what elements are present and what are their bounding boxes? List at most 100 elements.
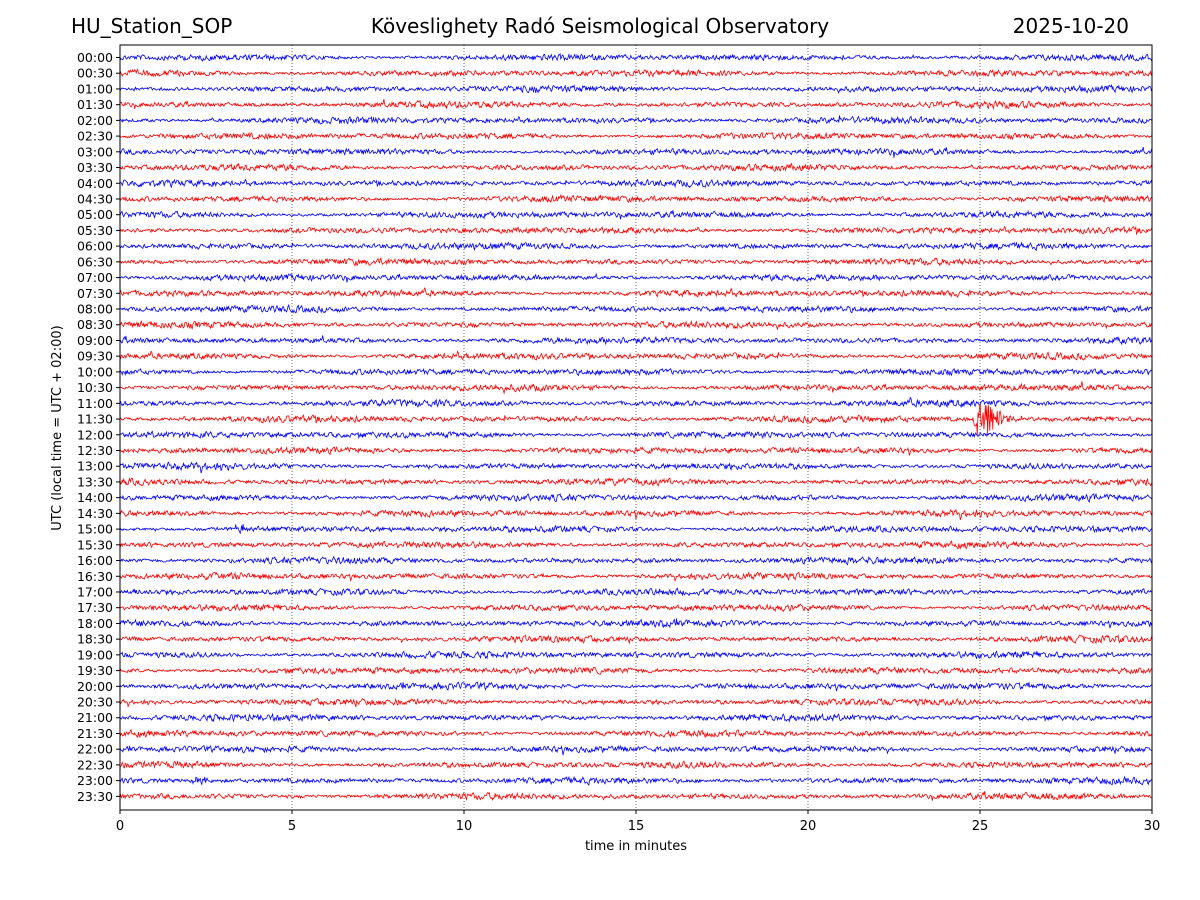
trace-0000 <box>119 52 1153 63</box>
trace-1930 <box>119 666 1153 675</box>
trace-0030 <box>119 68 1153 78</box>
trace-0900 <box>119 335 1153 346</box>
trace-2030 <box>119 697 1153 708</box>
y-tick-label: 12:30 <box>77 443 113 458</box>
y-tick-label: 11:00 <box>77 396 113 411</box>
x-tick-label: 5 <box>288 819 296 834</box>
y-tick-label: 06:00 <box>77 239 113 254</box>
trace-1330 <box>119 477 1153 487</box>
trace-2230 <box>119 759 1153 770</box>
plot-frame <box>119 44 1153 811</box>
y-tick-label: 07:30 <box>77 286 113 301</box>
trace-0700 <box>119 272 1153 283</box>
y-tick-label: 14:00 <box>77 490 113 505</box>
y-tick-label: 21:30 <box>77 726 113 741</box>
trace-1900 <box>120 650 1153 660</box>
x-axis-label: time in minutes <box>585 839 687 854</box>
y-tick-label: 10:30 <box>77 380 113 395</box>
station-title: HU_Station_SOP <box>71 14 233 38</box>
trace-2300 <box>119 775 1153 786</box>
traces <box>119 52 1153 801</box>
y-tick-label: 23:30 <box>77 789 113 804</box>
trace-0200 <box>119 115 1153 125</box>
y-tick-label: 07:00 <box>77 270 113 285</box>
date-title: 2025-10-20 <box>1012 14 1129 38</box>
y-tick-label: 00:30 <box>77 66 113 81</box>
y-tick-label: 17:00 <box>77 584 113 599</box>
x-tick-label: 0 <box>116 819 124 834</box>
y-tick-label: 05:00 <box>77 207 113 222</box>
y-tick-label: 05:30 <box>77 223 113 238</box>
y-tick-label: 22:00 <box>77 742 113 757</box>
trace-1430 <box>119 508 1153 521</box>
trace-1230 <box>120 445 1153 456</box>
trace-0530 <box>119 225 1153 236</box>
trace-2130 <box>119 729 1153 739</box>
grid-lines <box>291 45 981 810</box>
trace-0230 <box>119 131 1153 141</box>
trace-0100 <box>119 84 1153 95</box>
y-tick-label: 00:00 <box>77 50 113 65</box>
trace-0400 <box>119 178 1153 189</box>
y-tick-label: 10:00 <box>77 364 113 379</box>
y-tick-label: 20:30 <box>77 695 113 710</box>
trace-0630 <box>119 256 1153 267</box>
trace-1300 <box>119 461 1153 474</box>
trace-0130 <box>119 99 1153 110</box>
trace-1800 <box>119 618 1153 629</box>
y-tick-label: 23:00 <box>77 773 113 788</box>
y-tick-label: 22:30 <box>77 757 113 772</box>
x-tick-label: 15 <box>628 819 645 834</box>
y-axis-ticks: 00:0000:3001:0001:3002:0002:3003:0003:30… <box>77 50 120 804</box>
y-tick-label: 15:30 <box>77 537 113 552</box>
observatory-title: Köveslighety Radó Seismological Observat… <box>370 14 830 38</box>
trace-1000 <box>119 367 1153 377</box>
trace-1700 <box>119 587 1153 597</box>
trace-1500 <box>119 523 1153 535</box>
y-tick-label: 18:30 <box>77 632 113 647</box>
y-tick-label: 13:30 <box>77 474 113 489</box>
y-tick-label: 03:00 <box>77 144 113 159</box>
y-tick-label: 03:30 <box>77 160 113 175</box>
y-tick-label: 19:00 <box>77 647 113 662</box>
trace-1830 <box>119 634 1153 645</box>
y-tick-label: 02:00 <box>77 113 113 128</box>
trace-2330 <box>119 791 1153 801</box>
y-tick-label: 12:00 <box>77 427 113 442</box>
x-tick-label: 10 <box>456 819 473 834</box>
trace-2200 <box>119 744 1153 756</box>
y-tick-label: 14:30 <box>77 506 113 521</box>
y-tick-label: 20:00 <box>77 679 113 694</box>
y-tick-label: 09:00 <box>77 333 113 348</box>
trace-0600 <box>119 241 1153 252</box>
trace-1630 <box>119 571 1153 583</box>
y-tick-label: 16:30 <box>77 569 113 584</box>
y-tick-label: 11:30 <box>77 412 113 427</box>
trace-2100 <box>119 712 1153 723</box>
y-tick-label: 02:30 <box>77 129 113 144</box>
trace-1400 <box>119 492 1153 503</box>
y-axis-label: UTC (local time = UTC + 02:00) <box>50 325 65 530</box>
y-tick-label: 13:00 <box>77 459 113 474</box>
y-tick-label: 16:00 <box>77 553 113 568</box>
trace-1030 <box>119 381 1153 395</box>
y-tick-label: 17:30 <box>77 600 113 615</box>
x-tick-label: 30 <box>1144 819 1161 834</box>
y-tick-label: 01:00 <box>77 81 113 96</box>
trace-0830 <box>119 320 1153 331</box>
trace-1130 <box>119 403 1153 435</box>
trace-1530 <box>119 540 1153 550</box>
trace-0430 <box>119 194 1153 204</box>
y-tick-label: 09:30 <box>77 349 113 364</box>
trace-2000 <box>119 681 1153 692</box>
trace-0300 <box>119 147 1153 158</box>
trace-0730 <box>119 287 1153 298</box>
x-tick-label: 25 <box>972 819 989 834</box>
y-tick-label: 08:30 <box>77 317 113 332</box>
y-tick-label: 15:00 <box>77 522 113 537</box>
trace-0800 <box>119 303 1153 314</box>
trace-0330 <box>119 162 1153 172</box>
y-tick-label: 01:30 <box>77 97 113 112</box>
y-tick-label: 08:00 <box>77 302 113 317</box>
